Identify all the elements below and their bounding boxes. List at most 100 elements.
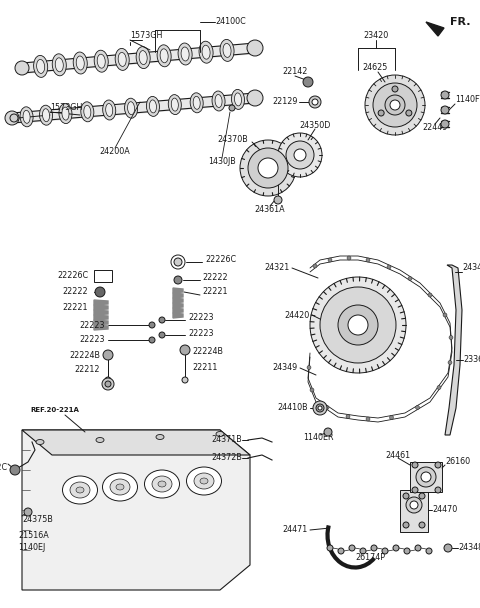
Circle shape bbox=[316, 404, 324, 412]
Circle shape bbox=[303, 77, 313, 87]
Polygon shape bbox=[173, 313, 183, 318]
Circle shape bbox=[443, 313, 447, 317]
Circle shape bbox=[10, 114, 18, 122]
Bar bbox=[400, 490, 428, 532]
Ellipse shape bbox=[160, 49, 168, 63]
Circle shape bbox=[435, 487, 441, 493]
Ellipse shape bbox=[231, 89, 244, 109]
Circle shape bbox=[171, 255, 185, 269]
Ellipse shape bbox=[52, 54, 66, 76]
Circle shape bbox=[435, 462, 441, 468]
Text: 22142: 22142 bbox=[282, 67, 308, 77]
Text: 1140FY: 1140FY bbox=[455, 95, 480, 105]
Ellipse shape bbox=[81, 102, 94, 122]
Ellipse shape bbox=[103, 473, 137, 501]
Text: 24625: 24625 bbox=[362, 63, 388, 72]
Text: 24100C: 24100C bbox=[215, 18, 246, 27]
Circle shape bbox=[348, 315, 368, 335]
Circle shape bbox=[278, 133, 322, 177]
Circle shape bbox=[328, 258, 332, 262]
Ellipse shape bbox=[97, 54, 105, 68]
Ellipse shape bbox=[118, 52, 126, 66]
Ellipse shape bbox=[36, 440, 44, 444]
Circle shape bbox=[174, 276, 182, 284]
Circle shape bbox=[441, 106, 449, 114]
Circle shape bbox=[419, 522, 425, 528]
Circle shape bbox=[105, 377, 111, 383]
Ellipse shape bbox=[152, 476, 172, 492]
Circle shape bbox=[159, 332, 165, 338]
Polygon shape bbox=[173, 293, 183, 298]
Ellipse shape bbox=[115, 49, 129, 71]
Ellipse shape bbox=[181, 47, 189, 61]
Text: 24350D: 24350D bbox=[300, 120, 331, 130]
Ellipse shape bbox=[223, 43, 231, 57]
Text: 24410B: 24410B bbox=[277, 404, 308, 412]
Ellipse shape bbox=[76, 487, 84, 493]
Circle shape bbox=[444, 544, 452, 552]
Ellipse shape bbox=[200, 478, 208, 484]
Ellipse shape bbox=[178, 43, 192, 65]
Text: 1140ER: 1140ER bbox=[303, 434, 333, 443]
Circle shape bbox=[309, 96, 321, 108]
Circle shape bbox=[313, 264, 317, 268]
Polygon shape bbox=[426, 22, 444, 36]
Ellipse shape bbox=[103, 100, 116, 120]
Text: 21516A: 21516A bbox=[18, 531, 49, 539]
Circle shape bbox=[159, 317, 165, 323]
Ellipse shape bbox=[171, 98, 179, 111]
Circle shape bbox=[310, 277, 406, 373]
Ellipse shape bbox=[158, 481, 166, 487]
Ellipse shape bbox=[70, 482, 90, 498]
Text: 23420: 23420 bbox=[363, 32, 389, 41]
Circle shape bbox=[387, 265, 391, 269]
Ellipse shape bbox=[23, 110, 30, 123]
Circle shape bbox=[229, 105, 235, 111]
Ellipse shape bbox=[190, 93, 203, 113]
Circle shape bbox=[103, 350, 113, 360]
Ellipse shape bbox=[202, 45, 210, 59]
Circle shape bbox=[149, 322, 155, 328]
Polygon shape bbox=[445, 265, 462, 435]
Polygon shape bbox=[94, 305, 108, 310]
Circle shape bbox=[310, 388, 314, 392]
Ellipse shape bbox=[110, 479, 130, 495]
Polygon shape bbox=[173, 288, 183, 293]
Circle shape bbox=[324, 428, 332, 436]
Polygon shape bbox=[94, 325, 108, 330]
Ellipse shape bbox=[84, 105, 91, 119]
Circle shape bbox=[346, 415, 350, 418]
Ellipse shape bbox=[212, 91, 225, 111]
Text: 22224B: 22224B bbox=[192, 348, 223, 356]
Circle shape bbox=[373, 83, 417, 127]
Circle shape bbox=[349, 545, 355, 551]
Ellipse shape bbox=[73, 52, 87, 74]
Circle shape bbox=[325, 406, 329, 410]
Text: 39222C: 39222C bbox=[0, 463, 8, 472]
Text: 1140EJ: 1140EJ bbox=[18, 544, 45, 553]
Circle shape bbox=[24, 508, 32, 516]
Circle shape bbox=[338, 305, 378, 345]
Ellipse shape bbox=[94, 50, 108, 72]
Polygon shape bbox=[173, 308, 183, 313]
Ellipse shape bbox=[220, 40, 234, 61]
Text: 24375B: 24375B bbox=[22, 516, 53, 525]
Circle shape bbox=[247, 40, 263, 56]
Ellipse shape bbox=[215, 94, 222, 108]
Circle shape bbox=[389, 415, 394, 420]
Text: FR.: FR. bbox=[450, 17, 470, 27]
Text: 24461: 24461 bbox=[385, 451, 410, 460]
Text: 24371B: 24371B bbox=[211, 435, 242, 444]
Circle shape bbox=[410, 501, 418, 509]
Circle shape bbox=[248, 148, 288, 188]
Circle shape bbox=[449, 336, 453, 339]
Circle shape bbox=[448, 361, 452, 365]
Ellipse shape bbox=[124, 98, 138, 118]
Ellipse shape bbox=[106, 103, 113, 117]
Text: 24470: 24470 bbox=[432, 505, 457, 514]
Circle shape bbox=[419, 493, 425, 499]
Ellipse shape bbox=[96, 438, 104, 443]
Polygon shape bbox=[173, 303, 183, 308]
Ellipse shape bbox=[156, 435, 164, 440]
Text: 22221: 22221 bbox=[62, 303, 88, 313]
